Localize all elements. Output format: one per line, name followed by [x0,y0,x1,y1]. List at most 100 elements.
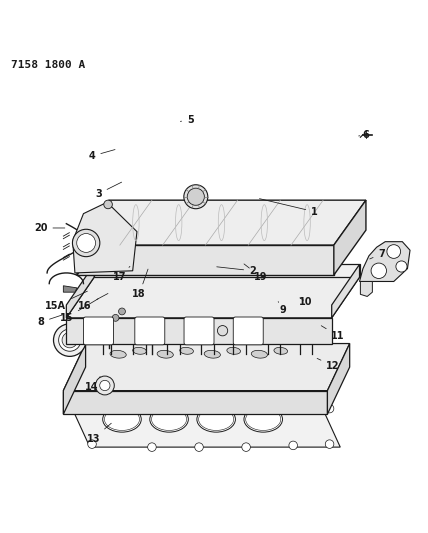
Polygon shape [77,200,366,245]
FancyBboxPatch shape [135,317,165,345]
Circle shape [77,233,95,253]
Circle shape [95,376,114,395]
Ellipse shape [157,350,173,358]
Text: 20: 20 [34,223,65,233]
Polygon shape [327,344,350,414]
Circle shape [119,308,125,315]
Polygon shape [66,318,332,344]
Ellipse shape [251,350,268,358]
Text: 7: 7 [370,249,385,259]
Polygon shape [94,264,360,277]
Circle shape [164,328,170,335]
Polygon shape [77,200,109,275]
Polygon shape [63,286,77,292]
Polygon shape [77,245,334,275]
Ellipse shape [204,350,220,358]
Text: 5: 5 [180,115,194,125]
Text: 15A: 15A [45,291,87,311]
Circle shape [88,405,96,413]
Ellipse shape [103,407,141,432]
Circle shape [184,185,208,209]
Polygon shape [360,281,372,296]
Circle shape [106,321,113,328]
Circle shape [148,318,156,326]
Text: 18: 18 [132,269,148,300]
Ellipse shape [110,350,126,358]
Ellipse shape [150,407,188,432]
Text: 8: 8 [37,314,64,327]
Circle shape [297,328,303,335]
Circle shape [88,440,96,448]
Text: 4: 4 [89,150,115,161]
Polygon shape [66,277,360,318]
Circle shape [277,328,283,335]
Polygon shape [241,330,265,342]
Polygon shape [63,344,350,391]
Circle shape [72,229,100,257]
Polygon shape [63,344,86,414]
Circle shape [187,188,204,205]
Circle shape [217,326,228,336]
Polygon shape [63,391,327,414]
Circle shape [242,401,250,410]
Polygon shape [211,330,235,342]
Polygon shape [66,264,94,318]
FancyBboxPatch shape [83,317,113,345]
Text: 19: 19 [244,264,268,282]
Text: 13: 13 [86,423,111,443]
Circle shape [148,401,156,410]
Circle shape [112,314,119,321]
Text: 16: 16 [78,294,108,311]
Text: 11: 11 [321,326,345,341]
Circle shape [100,381,110,391]
Circle shape [104,200,112,209]
Circle shape [108,328,114,335]
Circle shape [62,333,77,348]
Circle shape [177,328,183,335]
Circle shape [148,443,156,451]
Circle shape [387,245,401,259]
Polygon shape [332,264,360,318]
Ellipse shape [244,407,282,432]
Circle shape [198,328,204,335]
Circle shape [143,328,149,335]
Polygon shape [334,200,366,275]
Circle shape [195,443,203,451]
Text: 12: 12 [317,358,340,371]
Circle shape [54,324,86,357]
Text: 14: 14 [85,376,100,392]
Polygon shape [73,203,137,273]
Ellipse shape [274,348,288,354]
Circle shape [130,328,136,335]
Text: 3: 3 [95,182,122,199]
Ellipse shape [180,348,193,354]
Ellipse shape [227,348,241,354]
Circle shape [371,263,386,278]
Circle shape [396,261,407,272]
Text: 15: 15 [59,298,98,323]
Circle shape [243,328,249,335]
Text: 17: 17 [113,266,130,282]
Polygon shape [66,396,340,447]
Text: 2: 2 [217,266,256,276]
Circle shape [309,328,315,335]
Ellipse shape [133,348,146,354]
FancyBboxPatch shape [233,317,263,345]
Circle shape [325,440,334,448]
Text: 10: 10 [299,296,313,306]
Ellipse shape [197,407,235,432]
Circle shape [211,328,217,335]
Circle shape [325,405,334,413]
Circle shape [195,401,203,410]
Circle shape [289,441,297,450]
Circle shape [289,402,297,411]
Polygon shape [270,330,294,342]
Polygon shape [360,241,410,281]
Text: 1: 1 [259,199,318,217]
Circle shape [100,328,106,335]
FancyBboxPatch shape [184,317,214,345]
Circle shape [59,329,81,351]
Text: 7158 1800 A: 7158 1800 A [11,60,85,70]
Circle shape [230,328,236,335]
Circle shape [265,328,270,335]
